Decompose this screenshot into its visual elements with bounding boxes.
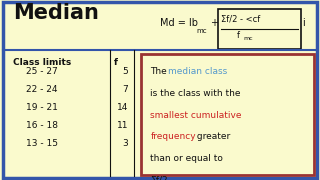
Text: mc: mc [243,36,253,41]
Text: i: i [302,18,305,28]
Text: median class: median class [168,68,227,76]
Text: 22 - 24: 22 - 24 [26,86,57,94]
Text: 25 - 27: 25 - 27 [26,68,57,76]
Text: 16 - 18: 16 - 18 [26,122,58,130]
Text: mc: mc [197,28,207,34]
Text: 13 - 15: 13 - 15 [26,140,58,148]
Text: +: + [210,18,218,28]
Text: Σf/2.: Σf/2. [150,176,171,180]
Bar [218,9,301,49]
Text: than or equal to: than or equal to [150,154,223,163]
Text: 7: 7 [122,86,128,94]
Text: greater: greater [194,132,230,141]
Text: 3: 3 [122,140,128,148]
Text: Class limits: Class limits [13,58,71,67]
Text: f: f [114,58,118,67]
Text: 19 - 21: 19 - 21 [26,103,58,112]
Text: f: f [237,31,240,40]
Bar [141,54,314,175]
Text: Md = lb: Md = lb [160,18,198,28]
Text: smallest cumulative: smallest cumulative [150,111,242,120]
Text: Median: Median [13,3,99,23]
Text: Σf/2 - <cf: Σf/2 - <cf [221,14,260,23]
Text: The: The [150,68,170,76]
Text: 11: 11 [116,122,128,130]
Text: frequency: frequency [150,132,196,141]
Text: is the class with the: is the class with the [150,89,241,98]
Text: 5: 5 [122,68,128,76]
Text: 14: 14 [116,103,128,112]
